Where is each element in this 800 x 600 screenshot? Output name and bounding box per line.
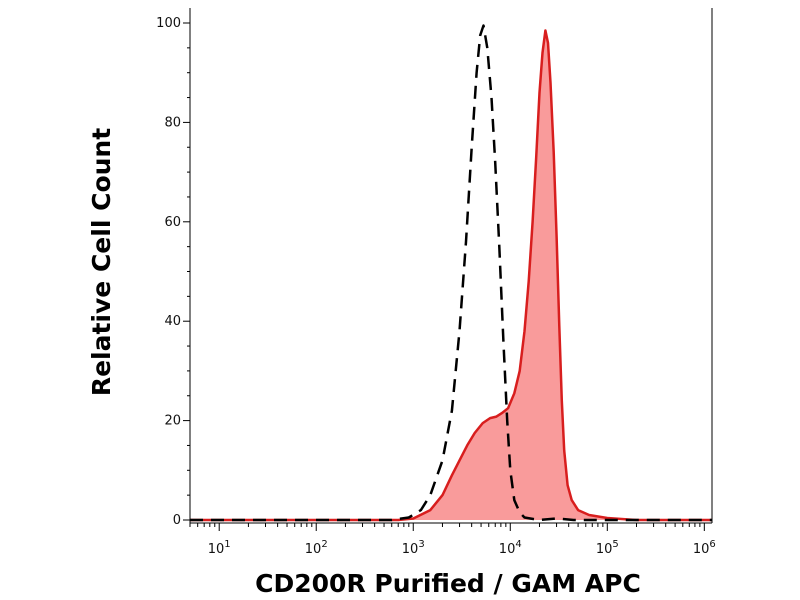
x-tick-label: 105 (596, 539, 619, 557)
y-tick-label: 20 (164, 414, 181, 429)
series-layer (190, 24, 712, 522)
series-line-1 (190, 24, 712, 522)
y-tick-label: 60 (164, 215, 181, 230)
series-line-0 (190, 29, 712, 522)
x-tick-label: 104 (499, 539, 522, 557)
y-tick-label: 40 (164, 314, 181, 329)
x-ticks: 101 102 103 104 105 106 (189, 523, 716, 557)
x-tick-label: 106 (693, 539, 716, 557)
y-tick-label: 100 (156, 16, 181, 31)
series-fill-0 (190, 30, 712, 520)
y-tick-label: 80 (164, 115, 181, 130)
x-tick-label: 103 (402, 539, 425, 557)
y-ticks: 0 20 40 60 80 100 (156, 16, 190, 528)
y-axis-title: Relative Cell Count (87, 128, 116, 396)
y-tick-label: 0 (173, 513, 181, 528)
x-axis-title: CD200R Purified / GAM APC (255, 569, 641, 598)
x-tick-label: 102 (305, 539, 328, 557)
x-tick-label: 101 (208, 539, 231, 557)
